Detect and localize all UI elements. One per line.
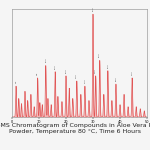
Text: 44.5: 44.5 [132, 70, 133, 75]
Text: 35.5: 35.5 [107, 63, 108, 68]
Text: GC-MS Chromatogram of Compounds in Aloe Vera Peel
Powder, Temperature 80 °C, Tim: GC-MS Chromatogram of Compounds in Aloe … [0, 123, 150, 134]
Text: 31.0: 31.0 [95, 68, 96, 73]
Text: 24.0: 24.0 [76, 73, 77, 78]
Text: 32.5: 32.5 [99, 53, 100, 57]
Text: 9.5: 9.5 [37, 71, 38, 75]
Text: 16.0: 16.0 [55, 64, 56, 69]
Text: 12.5: 12.5 [45, 58, 46, 63]
Text: 27.0: 27.0 [84, 78, 85, 83]
